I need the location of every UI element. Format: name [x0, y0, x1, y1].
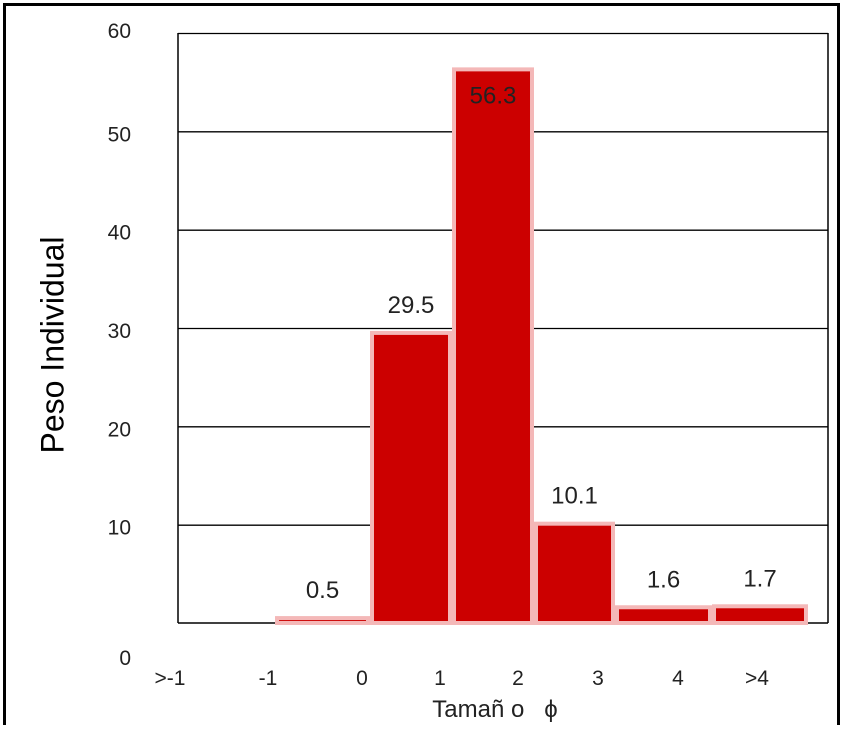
x-tick-label: 3	[592, 667, 604, 690]
x-tick-label: 0	[356, 667, 368, 690]
bar	[712, 604, 808, 625]
bar	[452, 67, 534, 625]
x-axis-label: Tamañ o ϕ	[432, 696, 558, 723]
x-tick-label: 4	[672, 667, 684, 690]
x-tick-label: 1	[434, 667, 446, 690]
bar	[370, 330, 452, 625]
data-label: 29.5	[388, 292, 435, 319]
bar	[275, 616, 370, 625]
chart-frame	[3, 3, 840, 725]
data-label: 1.6	[647, 566, 680, 593]
y-tick-label: 40	[108, 222, 131, 245]
x-tick-label: >4	[745, 667, 769, 690]
x-tick-label: >-1	[155, 667, 186, 690]
y-tick-label: 30	[108, 320, 131, 343]
data-label: 56.3	[470, 82, 517, 109]
x-tick-label: -1	[259, 667, 278, 690]
data-label: 1.7	[743, 565, 776, 592]
data-label: 0.5	[306, 577, 339, 604]
data-label: 10.1	[551, 483, 598, 510]
x-tick-label: 2	[512, 667, 524, 690]
y-tick-label: 50	[108, 123, 131, 146]
y-tick-label: 20	[108, 418, 131, 441]
y-tick-label: 0	[119, 647, 131, 670]
bar	[534, 521, 615, 626]
y-tick-label: 10	[108, 517, 131, 540]
bar	[615, 605, 712, 625]
y-axis-label: Peso Individual	[34, 236, 71, 454]
y-tick-label: 60	[108, 20, 131, 43]
